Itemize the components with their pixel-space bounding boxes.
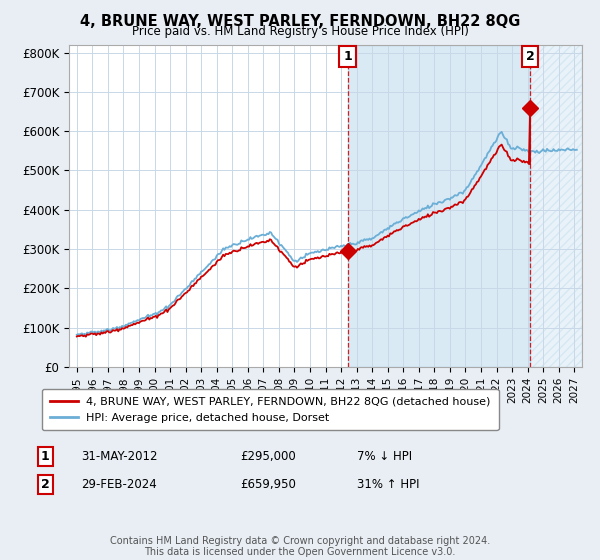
Text: 4, BRUNE WAY, WEST PARLEY, FERNDOWN, BH22 8QG: 4, BRUNE WAY, WEST PARLEY, FERNDOWN, BH2… <box>80 14 520 29</box>
Text: 2: 2 <box>526 50 535 63</box>
Text: 31% ↑ HPI: 31% ↑ HPI <box>357 478 419 491</box>
Bar <box>530 45 582 367</box>
Legend: 4, BRUNE WAY, WEST PARLEY, FERNDOWN, BH22 8QG (detached house), HPI: Average pri: 4, BRUNE WAY, WEST PARLEY, FERNDOWN, BH2… <box>42 389 499 430</box>
Text: 29-FEB-2024: 29-FEB-2024 <box>81 478 157 491</box>
Text: £659,950: £659,950 <box>240 478 296 491</box>
Text: Contains HM Land Registry data © Crown copyright and database right 2024.
This d: Contains HM Land Registry data © Crown c… <box>110 535 490 557</box>
Text: £295,000: £295,000 <box>240 450 296 463</box>
Text: 31-MAY-2012: 31-MAY-2012 <box>81 450 157 463</box>
Text: 2: 2 <box>41 478 49 491</box>
Bar <box>347 45 530 367</box>
Text: 7% ↓ HPI: 7% ↓ HPI <box>357 450 412 463</box>
Text: 1: 1 <box>41 450 49 463</box>
Text: 1: 1 <box>343 50 352 63</box>
Text: Price paid vs. HM Land Registry's House Price Index (HPI): Price paid vs. HM Land Registry's House … <box>131 25 469 38</box>
